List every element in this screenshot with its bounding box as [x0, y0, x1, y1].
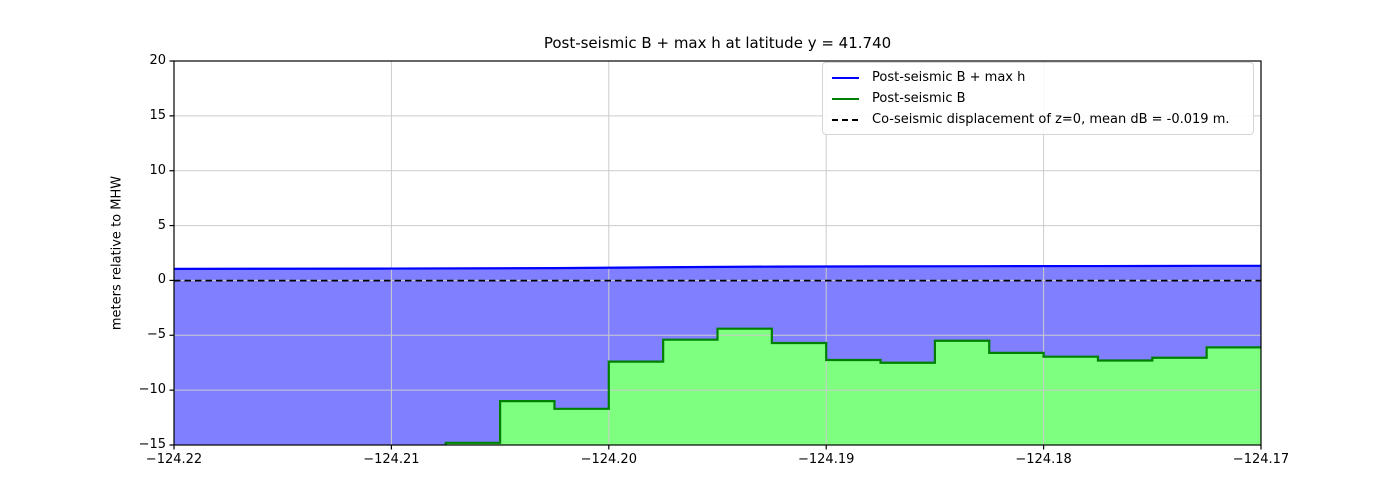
y-tick-label: −10 — [138, 382, 166, 398]
legend-label: Post-seismic B — [872, 91, 966, 106]
x-tick-label: −124.18 — [1015, 452, 1072, 467]
post-seismic-b-max-h-line — [173, 264, 1261, 271]
y-tick-label: 5 — [157, 217, 166, 233]
y-tick-label: 0 — [157, 272, 166, 288]
legend-item-post-seismic-b: Post-seismic B — [832, 90, 1243, 107]
y-tick-label: −15 — [138, 437, 166, 452]
x-tick-label: −124.20 — [580, 452, 637, 467]
legend-line-sample-green — [832, 97, 859, 100]
y-axis-label: meters relative to MHW — [109, 175, 125, 331]
legend-line-sample-blue — [832, 76, 859, 79]
legend-label: Co-seismic displacement of z=0, mean dB … — [872, 112, 1230, 127]
y-tick-label: 20 — [149, 53, 166, 68]
legend: Post-seismic B + max h Post-seismic B Co… — [822, 62, 1254, 135]
x-tick-label: −124.17 — [1232, 452, 1290, 467]
legend-label: Post-seismic B + max h — [872, 70, 1026, 85]
y-tick-label: 15 — [149, 107, 166, 123]
x-tick-label: −124.19 — [797, 452, 855, 467]
y-tick-label: 10 — [149, 162, 166, 178]
legend-line-sample-dashed — [832, 118, 859, 121]
legend-item-post-seismic-b-max-h: Post-seismic B + max h — [832, 69, 1243, 86]
chart-title: Post-seismic B + max h at latitude y = 4… — [543, 34, 892, 52]
x-tick-label: −124.22 — [145, 452, 203, 467]
x-tick-label: −124.21 — [363, 452, 420, 467]
water-column-fill — [174, 265, 1261, 445]
axes-border — [173, 60, 1262, 446]
post-seismic-b-line — [444, 327, 1261, 445]
y-tick-label: −5 — [146, 327, 166, 343]
legend-item-coseismic-displacement: Co-seismic displacement of z=0, mean dB … — [832, 111, 1243, 128]
